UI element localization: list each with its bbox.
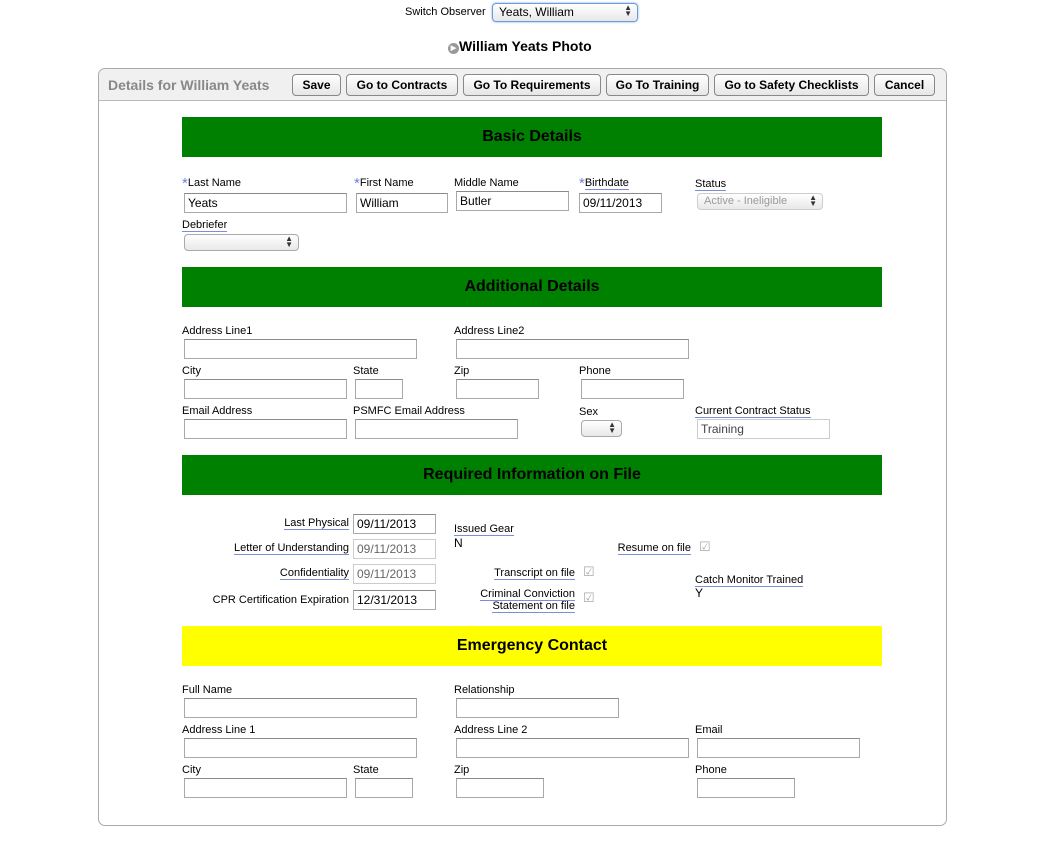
switch-observer-label: Switch Observer: [405, 6, 486, 18]
section-emergency-contact: Emergency Contact: [182, 626, 882, 666]
phone-input[interactable]: [581, 379, 684, 399]
issued-gear-value: N: [454, 536, 463, 550]
email-label: Email Address: [182, 405, 253, 417]
switch-observer-select[interactable]: Yeats, William ▲ ▼: [492, 3, 638, 22]
psmfc-email-input[interactable]: [355, 419, 518, 439]
ec-address-line1-label: Address Line 1: [182, 724, 256, 736]
go-to-requirements-button[interactable]: Go To Requirements: [463, 74, 601, 96]
required-asterisk-icon: *: [354, 175, 360, 192]
expand-arrow-icon: ▶: [448, 43, 459, 54]
criminal-conviction-label: Criminal Conviction Statement on file: [480, 588, 575, 613]
save-button[interactable]: Save: [292, 74, 341, 96]
catch-monitor-value: Y: [695, 586, 704, 600]
birthdate-input[interactable]: 09/11/2013: [579, 193, 662, 213]
ec-address-line2-label: Address Line 2: [454, 724, 528, 736]
address-line2-label: Address Line2: [454, 325, 525, 337]
select-arrows-icon: ▲ ▼: [285, 234, 293, 249]
last-physical-label: Last Physical: [284, 517, 349, 530]
switch-observer-value: Yeats, William: [499, 5, 574, 19]
city-label: City: [182, 365, 201, 377]
ec-full-name-label: Full Name: [182, 684, 233, 696]
phone-label: Phone: [579, 365, 611, 377]
address-line1-label: Address Line1: [182, 325, 253, 337]
ec-zip-label: Zip: [454, 764, 470, 776]
ec-relationship-label: Relationship: [454, 684, 515, 696]
section-required-information: Required Information on File: [182, 455, 882, 495]
ec-phone-label: Phone: [695, 764, 727, 776]
details-panel: [98, 68, 947, 826]
contract-status-label: Current Contract Status: [695, 405, 811, 418]
cpr-expiration-input[interactable]: 12/31/2013: [353, 590, 436, 610]
resume-checkbox: ☑: [699, 539, 711, 554]
state-input[interactable]: [355, 379, 403, 399]
cpr-expiration-label: CPR Certification Expiration: [212, 594, 349, 606]
ec-state-input[interactable]: [355, 778, 413, 798]
select-arrows-icon: ▲ ▼: [809, 193, 817, 208]
status-select: Active - Ineligible ▲ ▼: [697, 193, 823, 210]
letter-of-understanding-label: Letter of Understanding: [234, 542, 349, 555]
panel-title: Details for William Yeats: [108, 77, 270, 93]
transcript-label: Transcript on file: [494, 567, 575, 580]
go-to-training-button[interactable]: Go To Training: [606, 74, 709, 96]
first-name-label: *First Name: [354, 175, 414, 192]
cancel-button[interactable]: Cancel: [874, 74, 935, 96]
sex-label: Sex: [579, 406, 598, 418]
ec-email-label: Email: [695, 724, 723, 736]
last-physical-input[interactable]: 09/11/2013: [353, 514, 436, 534]
ec-zip-input[interactable]: [456, 778, 544, 798]
ec-full-name-input[interactable]: [184, 698, 417, 718]
criminal-conviction-checkbox: ☑: [583, 590, 595, 605]
debriefer-select[interactable]: ▲ ▼: [184, 234, 299, 251]
ec-city-input[interactable]: [184, 778, 347, 798]
address-line2-input[interactable]: [456, 339, 689, 359]
photo-label: William Yeats Photo: [459, 38, 592, 54]
birthdate-label: *Birthdate: [579, 175, 629, 192]
address-line1-input[interactable]: [184, 339, 417, 359]
middle-name-input[interactable]: Butler: [456, 191, 569, 211]
ec-phone-input[interactable]: [697, 778, 795, 798]
go-to-contracts-button[interactable]: Go to Contracts: [346, 74, 458, 96]
debriefer-label: Debriefer: [182, 219, 228, 232]
go-to-safety-checklists-button[interactable]: Go to Safety Checklists: [714, 74, 869, 96]
resume-label: Resume on file: [617, 542, 691, 555]
ec-city-label: City: [182, 764, 201, 776]
confidentiality-label: Confidentiality: [279, 567, 349, 580]
status-label: Status: [695, 178, 727, 191]
middle-name-label: Middle Name: [454, 177, 519, 189]
issued-gear-label: Issued Gear: [454, 523, 514, 536]
last-name-input[interactable]: Yeats: [184, 193, 347, 213]
ec-email-input[interactable]: [697, 738, 860, 758]
select-arrows-icon: ▲ ▼: [608, 420, 616, 435]
ec-address-line2-input[interactable]: [456, 738, 689, 758]
sex-select[interactable]: ▲ ▼: [581, 420, 622, 437]
contract-status-input: Training: [697, 419, 830, 439]
photo-link[interactable]: ▶ William Yeats Photo: [448, 38, 592, 54]
catch-monitor-label: Catch Monitor Trained: [695, 574, 804, 587]
confidentiality-input: 09/11/2013: [353, 564, 436, 584]
state-label: State: [353, 365, 379, 377]
required-asterisk-icon: *: [182, 175, 188, 192]
select-arrows-icon: ▲ ▼: [624, 3, 632, 18]
first-name-input[interactable]: William: [356, 193, 448, 213]
ec-address-line1-input[interactable]: [184, 738, 417, 758]
letter-of-understanding-input: 09/11/2013: [353, 539, 436, 559]
required-asterisk-icon: *: [579, 175, 585, 192]
zip-input[interactable]: [456, 379, 539, 399]
ec-relationship-input[interactable]: [456, 698, 619, 718]
psmfc-email-label: PSMFC Email Address: [353, 405, 465, 417]
last-name-label: *Last Name: [182, 175, 242, 192]
section-additional-details: Additional Details: [182, 267, 882, 307]
transcript-checkbox: ☑: [583, 564, 595, 579]
email-input[interactable]: [184, 419, 347, 439]
city-input[interactable]: [184, 379, 347, 399]
section-basic-details: Basic Details: [182, 117, 882, 157]
ec-state-label: State: [353, 764, 379, 776]
zip-label: Zip: [454, 365, 470, 377]
